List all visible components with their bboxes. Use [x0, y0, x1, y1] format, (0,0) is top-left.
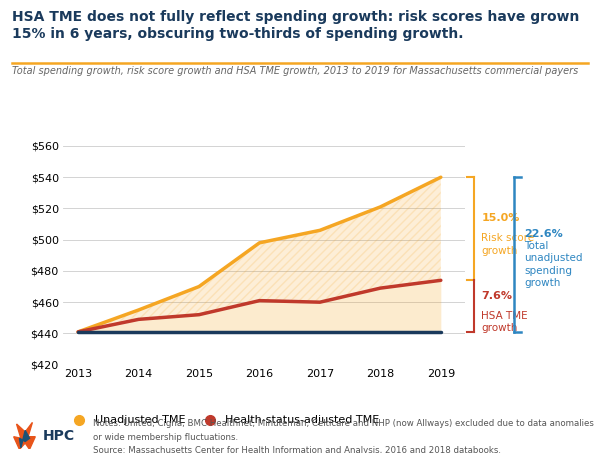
- Text: Total
unadjusted
spending
growth: Total unadjusted spending growth: [524, 241, 583, 288]
- Text: HSA TME does not fully reflect spending growth: risk scores have grown
15% in 6 : HSA TME does not fully reflect spending …: [12, 10, 580, 41]
- Text: Total spending growth, risk score growth and HSA TME growth, 2013 to 2019 for Ma: Total spending growth, risk score growth…: [12, 66, 578, 76]
- Text: 22.6%: 22.6%: [524, 229, 563, 239]
- Text: Source: Massachusetts Center for Health Information and Analysis, 2016 and 2018 : Source: Massachusetts Center for Health …: [93, 446, 501, 453]
- Text: HPC: HPC: [43, 429, 76, 443]
- Text: HSA TME
growth: HSA TME growth: [481, 311, 528, 333]
- Polygon shape: [19, 430, 29, 448]
- Text: or wide membership fluctuations.: or wide membership fluctuations.: [93, 433, 238, 442]
- Text: Notes: United, Cigna, BMC Healthnet, Minuteman, Celticare and NHP (now Allways) : Notes: United, Cigna, BMC Healthnet, Min…: [93, 419, 594, 428]
- Polygon shape: [14, 422, 35, 449]
- Legend: Unadjusted TME, Health-status-adjusted TME: Unadjusted TME, Health-status-adjusted T…: [64, 411, 384, 430]
- Text: Risk score
growth: Risk score growth: [481, 233, 535, 256]
- Text: 15.0%: 15.0%: [481, 212, 520, 222]
- Text: 7.6%: 7.6%: [481, 291, 512, 301]
